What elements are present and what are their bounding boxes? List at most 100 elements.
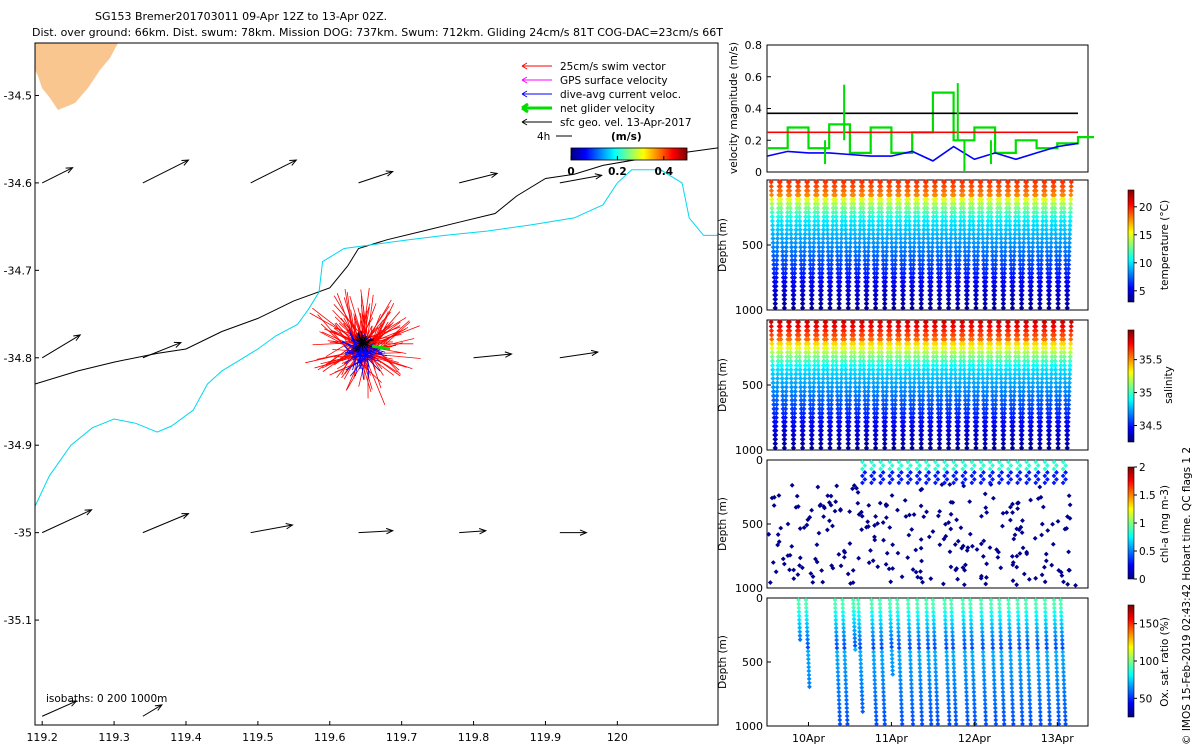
temperature-point	[988, 196, 994, 202]
salinity-point	[891, 445, 897, 451]
salinity-point	[782, 410, 789, 416]
temperature-point	[932, 179, 938, 185]
temperature-point	[839, 222, 845, 229]
salinity-point	[874, 410, 880, 416]
temperature-point	[1068, 188, 1074, 194]
salinity-point	[1021, 362, 1027, 369]
temperature-point	[856, 253, 862, 259]
salinity-point	[969, 341, 976, 347]
temperature-point	[818, 283, 825, 289]
temperature-point	[778, 209, 784, 216]
salinity-point	[1028, 432, 1034, 438]
temperature-point	[947, 270, 953, 276]
temperature-point	[953, 240, 959, 246]
chlorophyll-point	[1054, 470, 1059, 475]
temperature-point	[917, 261, 923, 268]
salinity-point	[929, 388, 935, 395]
temperature-point	[988, 205, 994, 211]
salinity-point	[974, 397, 981, 403]
salinity-point	[816, 397, 822, 403]
salinity-point	[779, 388, 786, 395]
temperature-point	[1029, 270, 1035, 276]
salinity-point	[779, 375, 785, 382]
temperature-point	[956, 257, 962, 263]
salinity-point	[820, 380, 826, 386]
salinity-point	[1043, 345, 1049, 351]
salinity-point	[937, 432, 943, 438]
temperature-point	[841, 179, 847, 185]
temperature-point	[1058, 222, 1064, 229]
oxygen-point	[841, 625, 847, 631]
salinity-point	[871, 384, 877, 390]
temperature-point	[958, 205, 964, 211]
depth-y-tick-label: 500	[742, 379, 763, 392]
chlorophyll-point	[785, 553, 791, 559]
salinity-point	[989, 393, 996, 399]
salinity-point	[1012, 349, 1019, 356]
oxygen-point	[842, 669, 848, 675]
salinity-point	[806, 375, 813, 382]
salinity-point	[851, 345, 857, 351]
temperature-point	[943, 227, 949, 233]
oxygen-point	[832, 605, 838, 611]
salinity-point	[1066, 397, 1072, 403]
salinity-point	[953, 388, 959, 395]
oxygen-point	[797, 637, 803, 643]
salinity-point	[1042, 341, 1049, 347]
oxygen-point	[804, 629, 810, 634]
temperature-point	[975, 244, 981, 250]
salinity-point	[878, 341, 884, 347]
temperature-point	[784, 209, 791, 216]
temperature-point	[888, 227, 894, 233]
salinity-point	[884, 367, 890, 373]
temperature-point	[825, 253, 831, 259]
temperature-point	[925, 244, 931, 250]
oxygen-point	[841, 633, 847, 639]
temperature-point	[988, 209, 994, 216]
salinity-point	[815, 349, 821, 356]
temperature-point	[824, 222, 830, 229]
salinity-point	[811, 367, 817, 373]
chlorophyll-point	[872, 537, 878, 543]
temperature-point	[911, 235, 917, 242]
temperature-point	[838, 240, 844, 246]
chlorophyll-point	[809, 507, 815, 513]
salinity-point	[807, 380, 813, 386]
dac-vector	[345, 351, 359, 353]
temperature-point	[770, 231, 776, 237]
oxygen-point	[804, 617, 810, 623]
temperature-point	[832, 188, 838, 194]
temperature-point	[938, 261, 944, 268]
geo-cluster-vector	[361, 342, 364, 352]
chlorophyll-point	[856, 512, 862, 517]
temperature-point	[871, 253, 877, 259]
salinity-point	[860, 328, 866, 334]
salinity-point	[975, 375, 981, 382]
temperature-point	[984, 235, 990, 242]
temperature-point	[784, 235, 790, 242]
temperature-point	[898, 257, 905, 263]
salinity-point	[800, 428, 806, 434]
temperature-point	[778, 218, 785, 224]
temperature-point	[1035, 257, 1041, 263]
chlorophyll-point	[999, 463, 1005, 468]
temperature-point	[1048, 244, 1054, 250]
salinity-point	[802, 384, 808, 390]
salinity-point	[841, 328, 848, 334]
salinity-point	[1046, 432, 1052, 438]
temperature-point	[1012, 227, 1018, 233]
temperature-point	[842, 209, 848, 216]
dac-vector	[345, 348, 365, 356]
salinity-point	[901, 423, 907, 429]
salinity-point	[825, 380, 831, 386]
salinity-point	[783, 401, 789, 408]
salinity-point	[1067, 362, 1073, 369]
salinity-point	[846, 419, 852, 425]
oxygen-point	[805, 652, 811, 658]
temperature-point	[1026, 248, 1032, 255]
salinity-point	[1051, 332, 1058, 338]
temperature-point	[940, 209, 946, 216]
dac-vector	[366, 346, 383, 355]
temperature-point	[878, 179, 884, 185]
